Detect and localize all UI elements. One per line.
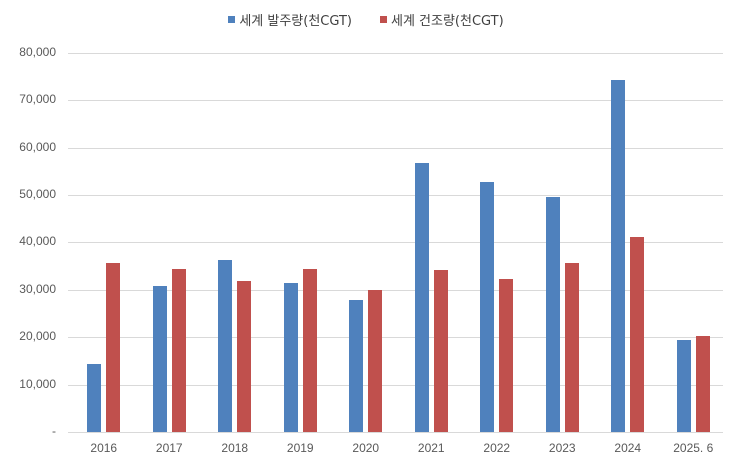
gridline xyxy=(68,337,723,338)
bar-deliveries xyxy=(171,269,186,432)
gridline xyxy=(68,148,723,149)
x-axis-tick-label: 2018 xyxy=(221,441,249,455)
gridline xyxy=(68,432,723,433)
bar-deliveries xyxy=(302,269,317,432)
legend-swatch-deliveries xyxy=(380,16,387,23)
x-axis-tick-label: 2016 xyxy=(90,441,118,455)
legend-label-orders: 세계 발주량(천CGT) xyxy=(239,14,352,29)
x-axis-tick-label: 2022 xyxy=(483,441,511,455)
gridline xyxy=(68,53,723,54)
y-axis-tick-label: 10,000 xyxy=(19,377,56,391)
bar-deliveries xyxy=(499,279,514,432)
y-axis-tick-label: 20,000 xyxy=(19,329,56,343)
bar-orders xyxy=(218,260,233,432)
bar-orders xyxy=(611,80,626,432)
bar-deliveries xyxy=(368,289,383,432)
legend-item-orders: 세계 발주량(천CGT) xyxy=(228,10,352,29)
bar-orders xyxy=(480,182,495,432)
x-axis-tick-label: 2019 xyxy=(286,441,314,455)
bar-deliveries xyxy=(237,280,252,432)
y-axis-tick-label: 60,000 xyxy=(19,140,56,154)
x-axis-tick-label: 2025. 6 xyxy=(673,441,714,455)
x-axis-tick-label: 2024 xyxy=(614,441,642,455)
y-axis-tick-label: 40,000 xyxy=(19,234,56,248)
gridline xyxy=(68,100,723,101)
bar-orders xyxy=(283,282,298,432)
y-axis-tick-label: - xyxy=(52,424,56,438)
legend-swatch-orders xyxy=(228,16,236,23)
y-axis-tick-label: 50,000 xyxy=(19,187,56,201)
bar-deliveries xyxy=(564,263,579,432)
y-axis-tick-label: 30,000 xyxy=(19,282,56,296)
gridline xyxy=(68,290,723,291)
x-axis-tick-label: 2023 xyxy=(548,441,576,455)
y-axis-tick-label: 70,000 xyxy=(19,92,56,106)
x-axis-tick-label: 2021 xyxy=(417,441,445,455)
bar-deliveries xyxy=(695,336,710,432)
gridline xyxy=(68,195,723,196)
bar-deliveries xyxy=(630,237,645,432)
bar-orders xyxy=(676,340,691,432)
x-axis-tick-label: 2020 xyxy=(352,441,380,455)
legend-label-deliveries: 세계 건조량(천CGT) xyxy=(391,14,504,29)
chart-legend: 세계 발주량(천CGT) 세계 건조량(천CGT) xyxy=(0,10,732,29)
x-axis-tick-label: 2017 xyxy=(155,441,183,455)
bar-orders xyxy=(152,286,167,432)
bar-orders xyxy=(349,299,364,432)
bar-deliveries xyxy=(433,269,448,432)
bar-orders xyxy=(87,364,102,432)
legend-item-deliveries: 세계 건조량(천CGT) xyxy=(380,10,504,29)
bar-orders xyxy=(414,162,429,432)
gridline xyxy=(68,385,723,386)
y-axis-tick-label: 80,000 xyxy=(19,45,56,59)
gridline xyxy=(68,242,723,243)
bar-orders xyxy=(545,197,560,432)
bar-deliveries xyxy=(106,263,121,432)
